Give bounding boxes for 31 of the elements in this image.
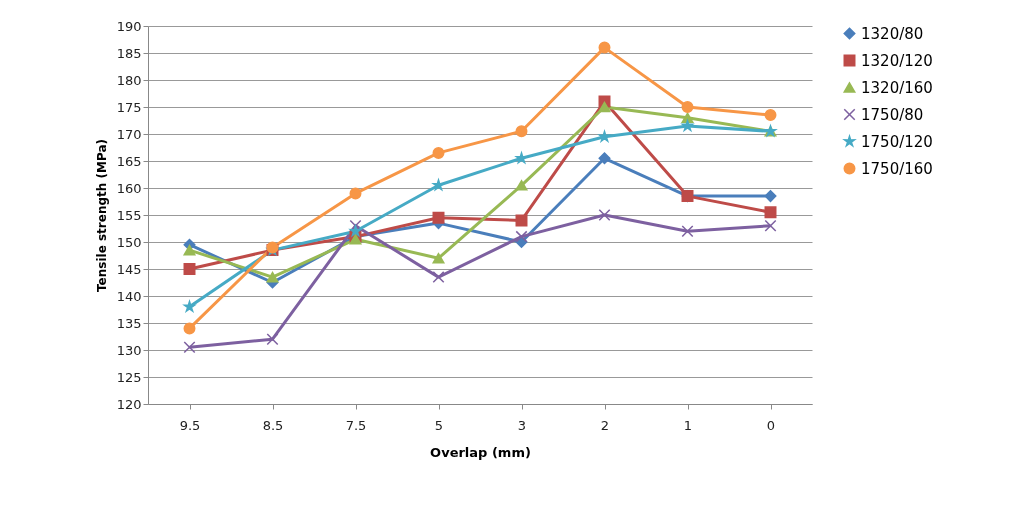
legend-label: 1320/80 <box>861 24 924 43</box>
y-axis-title: Tensile strength (MPa) <box>94 139 109 292</box>
y-tick-label: 190 <box>116 18 142 34</box>
legend-label: 1320/160 <box>861 78 933 97</box>
legend-label: 1750/80 <box>861 105 924 124</box>
legend-label: 1750/160 <box>861 159 933 178</box>
y-tick-label: 165 <box>116 153 142 169</box>
x-axis-title: Overlap (mm) <box>430 444 531 460</box>
legend-label: 1320/120 <box>861 51 933 70</box>
y-tick-label: 180 <box>116 72 142 88</box>
y-tick-label: 145 <box>116 261 142 277</box>
legend-label: 1750/120 <box>861 132 933 151</box>
y-tick-label: 185 <box>116 45 142 61</box>
y-tick-label: 155 <box>116 207 142 223</box>
y-tick-label: 150 <box>116 234 142 250</box>
y-tick-label: 135 <box>116 315 142 331</box>
x-tick-label: 9.5 <box>179 417 201 433</box>
y-tick-label: 170 <box>116 126 142 142</box>
y-tick-label: 120 <box>116 396 142 412</box>
x-tick-label: 2 <box>600 417 610 433</box>
x-tick-label: 8.5 <box>262 417 284 433</box>
x-tick-label: 1 <box>683 417 693 433</box>
x-tick-label: 5 <box>434 417 444 433</box>
y-tick-label: 125 <box>116 369 142 385</box>
x-tick-label: 0 <box>766 417 776 433</box>
y-tick-label: 130 <box>116 342 142 358</box>
y-tick-label: 175 <box>116 99 142 115</box>
x-tick-label: 3 <box>517 417 527 433</box>
x-tick-label: 7.5 <box>345 417 367 433</box>
y-tick-label: 160 <box>116 180 142 196</box>
y-tick-label: 140 <box>116 288 142 304</box>
